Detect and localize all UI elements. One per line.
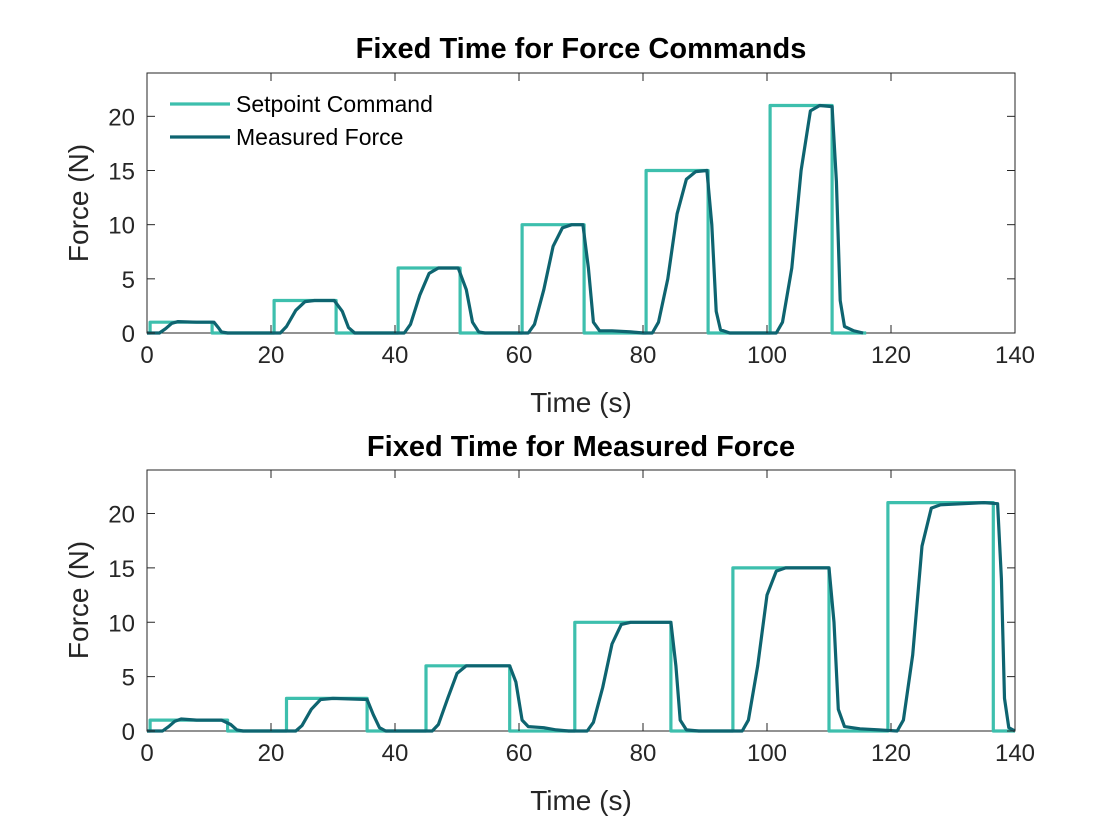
x-tick-label: 100 <box>747 342 787 369</box>
x-tick-label: 60 <box>506 342 533 369</box>
x-tick-label: 120 <box>871 740 911 767</box>
legend-label-setpoint: Setpoint Command <box>236 91 433 117</box>
x-tick-label: 80 <box>630 740 657 767</box>
axis-ticks: 0 20 40 60 80 100 120 140 0 5 10 15 20 <box>108 470 1035 767</box>
x-tick-label: 120 <box>871 342 911 369</box>
x-tick-label: 20 <box>258 342 285 369</box>
y-tick-label: 0 <box>122 321 135 348</box>
x-axis-label: Time (s) <box>530 387 632 418</box>
legend-label-measured: Measured Force <box>236 124 403 150</box>
x-tick-label: 0 <box>140 342 153 369</box>
x-tick-label: 60 <box>506 740 533 767</box>
chart-fixed-time-measured-force: 0 20 40 60 80 100 120 140 0 5 10 15 20 Fixed Time fo… <box>63 431 1035 816</box>
plot-area <box>146 72 1016 334</box>
series-lines <box>147 103 867 335</box>
x-axis-label: Time (s) <box>530 785 632 816</box>
chart-title: Fixed Time for Measured Force <box>367 431 795 463</box>
series-lines <box>147 501 1016 733</box>
y-tick-label: 20 <box>108 104 135 131</box>
y-tick-label: 10 <box>108 213 135 240</box>
y-tick-label: 5 <box>122 665 135 692</box>
x-tick-label: 0 <box>140 740 153 767</box>
legend: Setpoint Command Measured Force <box>170 91 433 150</box>
x-tick-label: 140 <box>995 342 1035 369</box>
chart-title: Fixed Time for Force Commands <box>356 33 807 65</box>
chart-fixed-time-force-commands: 0 20 40 60 80 100 120 140 0 5 10 15 20 Fixed Time fo… <box>63 33 1035 418</box>
x-tick-label: 20 <box>258 740 285 767</box>
series-line-measured <box>147 103 864 335</box>
y-tick-label: 20 <box>108 502 135 529</box>
y-tick-label: 10 <box>108 610 135 637</box>
y-tick-label: 0 <box>122 719 135 746</box>
x-tick-label: 100 <box>747 740 787 767</box>
y-axis-label: Force (N) <box>63 144 94 262</box>
x-tick-label: 40 <box>382 342 409 369</box>
x-tick-label: 80 <box>630 342 657 369</box>
x-tick-label: 140 <box>995 740 1035 767</box>
y-tick-label: 5 <box>122 267 135 294</box>
x-tick-label: 40 <box>382 740 409 767</box>
plot-area <box>146 469 1016 732</box>
y-axis-label: Force (N) <box>63 541 94 659</box>
axis-ticks: 0 20 40 60 80 100 120 140 0 5 10 15 20 <box>108 73 1035 369</box>
series-line-measured <box>147 501 1016 733</box>
y-tick-label: 15 <box>108 159 135 186</box>
y-tick-label: 15 <box>108 556 135 583</box>
